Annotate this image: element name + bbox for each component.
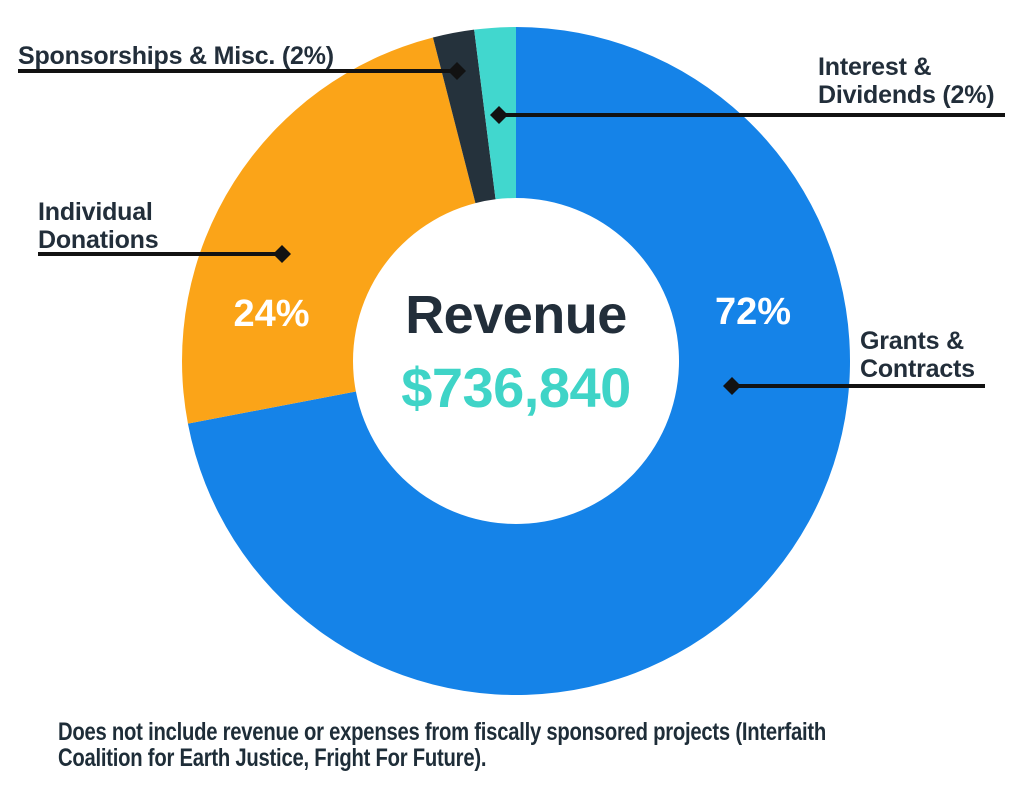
individual-callout-label: Individual Donations	[38, 198, 159, 255]
grants-percent-label: 72%	[714, 291, 792, 333]
grants-callout-label: Grants & Contracts	[860, 327, 975, 384]
chart-center-title: Revenue	[405, 285, 627, 345]
slice-grants-contracts	[187, 27, 851, 696]
slice-individual-donations	[182, 37, 476, 424]
sponsorships-callout-diamond-icon	[448, 62, 466, 80]
interest-callout-label: Interest & Dividends (2%)	[818, 53, 995, 110]
sponsorships-callout-label: Sponsorships & Misc. (2%)	[18, 42, 334, 70]
footnote: Does not include revenue or expenses fro…	[58, 719, 826, 771]
footnote-line-2: Coalition for Earth Justice, Fright For …	[58, 744, 487, 772]
chart-center-value: $736,840	[401, 356, 631, 419]
callout-connectors	[18, 62, 1005, 395]
individual-callout-diamond-icon	[273, 245, 291, 263]
interest-callout-diamond-icon	[490, 106, 508, 124]
footnote-line-1: Does not include revenue or expenses fro…	[58, 718, 827, 746]
individual-percent-label: 24%	[233, 293, 310, 335]
grants-callout-diamond-icon	[723, 377, 741, 395]
slice-sponsorships-misc	[432, 29, 496, 204]
